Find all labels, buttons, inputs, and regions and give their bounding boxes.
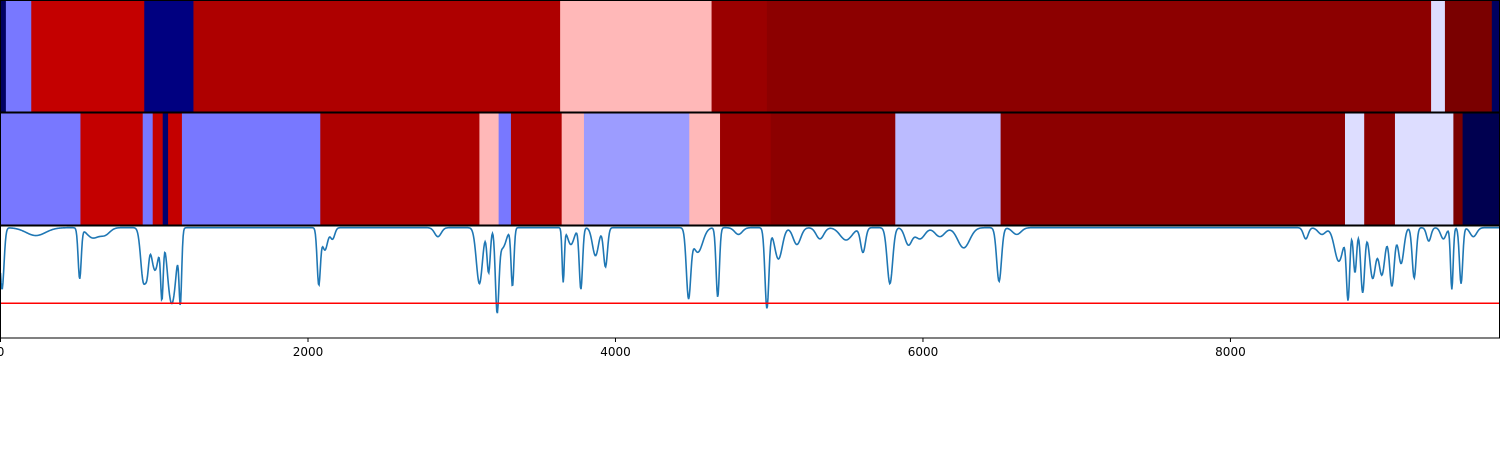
x-tick-label-2000: 2000 [293,345,324,359]
top-heatmap-cell-1 [5,0,32,112]
middle-heatmap-cell-13 [689,113,721,225]
x-tick-label-8000: 8000 [1215,345,1246,359]
middle-heatmap-cell-22 [1462,113,1500,225]
middle-heatmap-cell-6 [181,113,321,225]
middle-heatmap-cell-14 [720,113,772,225]
top-heatmap-cell-6 [711,0,768,112]
top-heatmap-cell-2 [31,0,145,112]
middle-heatmap-cell-18 [1344,113,1365,225]
middle-heatmap-cell-15 [770,113,896,225]
series-line [0,226,1500,314]
top-heatmap-cell-3 [144,0,194,112]
x-tick-label-6000: 6000 [908,345,939,359]
middle-heatmap-cell-7 [320,113,480,225]
top-heatmap-cell-4 [193,0,561,112]
x-tick-label-4000: 4000 [600,345,631,359]
middle-heatmap-cell-3 [152,113,164,225]
top-heatmap-cell-5 [560,0,712,112]
top-heatmap-cell-7 [766,0,1432,112]
middle-heatmap-cell-21 [1453,113,1464,225]
middle-heatmap-band [0,112,1500,226]
middle-heatmap-cell-10 [510,113,563,225]
middle-heatmap-cell-11 [561,113,585,225]
top-heatmap-band [0,0,1500,113]
bottom-line-plot [0,225,1500,339]
middle-heatmap-cell-1 [80,113,144,225]
top-heatmap-cell-9 [1444,0,1493,112]
middle-heatmap-cell-0 [0,113,81,225]
middle-heatmap-cell-16 [895,113,1002,225]
middle-heatmap-cell-17 [1000,113,1346,225]
middle-heatmap-cell-12 [583,113,690,225]
middle-heatmap-cell-4 [162,113,169,225]
x-tick-label-0: 0 [0,345,4,359]
middle-heatmap-cell-8 [479,113,500,225]
top-heatmap-cell-0 [0,0,7,112]
middle-heatmap-cell-9 [498,113,512,225]
x-axis: 0 2000 4000 6000 8000 [0,338,1246,359]
middle-heatmap-cell-5 [168,113,183,225]
middle-heatmap-cell-20 [1394,113,1454,225]
middle-heatmap-cell-2 [142,113,154,225]
top-heatmap-cell-10 [1491,0,1500,112]
top-heatmap-cell-8 [1431,0,1446,112]
middle-heatmap-cell-19 [1364,113,1396,225]
